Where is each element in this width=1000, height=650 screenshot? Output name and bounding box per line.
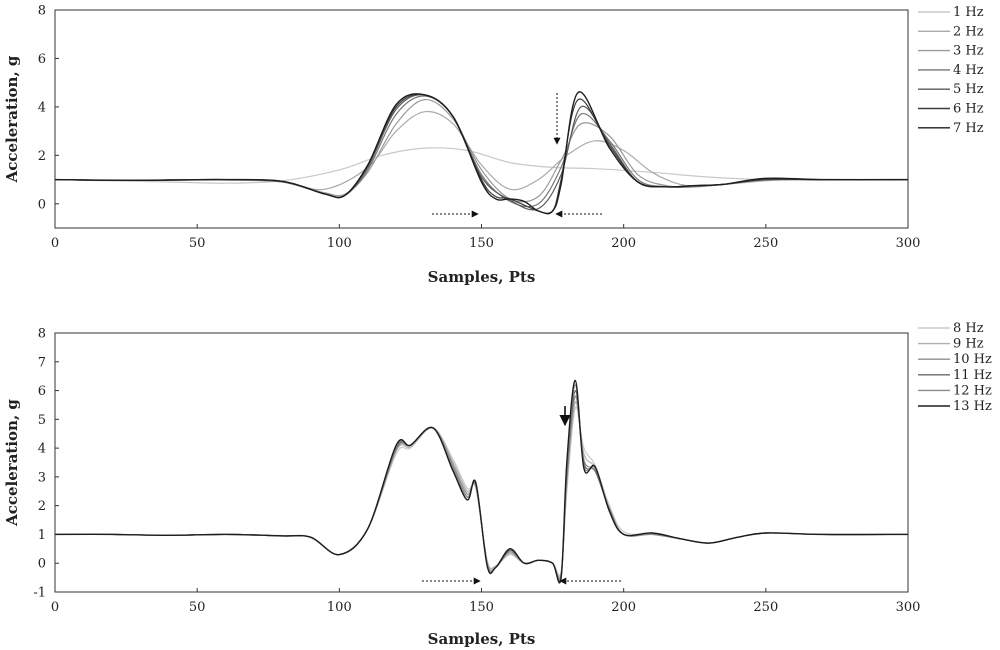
x-tick-label: 250 — [753, 600, 778, 615]
legend-label: 11 Hz — [953, 368, 992, 383]
x-tick-label: 50 — [189, 600, 206, 615]
series-line-9-hz — [55, 401, 908, 579]
series-line-11-hz — [55, 389, 908, 582]
y-axis-label: Acceleration, g — [3, 399, 21, 527]
chart-panel-1: 0 50 100 150 200 250 300 0 2 4 6 8 Samples, Pts Accel… — [3, 4, 984, 287]
legend-label: 8 Hz — [953, 321, 984, 336]
y-axis-label: Acceleration, g — [3, 55, 21, 183]
x-tick-label: 50 — [189, 236, 206, 251]
y-tick-label: 3 — [38, 470, 46, 485]
x-axis-label: Samples, Pts — [428, 268, 536, 286]
x-tick-label: 150 — [469, 600, 494, 615]
legend: 1 Hz 2 Hz 3 Hz 4 Hz 5 Hz 6 Hz 7 Hz — [918, 5, 984, 136]
plot-frame — [54, 9, 909, 229]
legend-label: 10 Hz — [953, 352, 992, 367]
series-line-1-hz — [55, 147, 908, 184]
x-tick-label: 200 — [611, 600, 636, 615]
y-tick-label: 2 — [38, 499, 46, 514]
series-line-5-hz — [55, 93, 908, 211]
legend-label: 12 Hz — [953, 383, 992, 398]
y-tick-label: 0 — [38, 197, 46, 212]
legend-label: 13 Hz — [953, 399, 992, 414]
y-tick-label: 6 — [38, 52, 46, 67]
y-tick-label: 2 — [38, 149, 46, 164]
x-tick-label: 300 — [896, 600, 921, 615]
y-tick-label: 6 — [38, 384, 46, 399]
x-tick-label: 200 — [611, 236, 636, 251]
legend-label: 9 Hz — [953, 337, 984, 352]
series-group — [55, 91, 908, 215]
y-tick-label: 0 — [38, 557, 46, 572]
series-group — [55, 379, 908, 584]
legend-label: 2 Hz — [953, 24, 984, 39]
x-tick-label: 100 — [327, 236, 352, 251]
series-line-7-hz — [55, 91, 908, 215]
y-tick-label: -1 — [33, 586, 46, 601]
series-line-12-hz — [55, 384, 908, 584]
series-line-3-hz — [55, 98, 908, 203]
x-tick-label: 100 — [327, 600, 352, 615]
plot-frame — [54, 332, 909, 593]
legend-label: 5 Hz — [953, 82, 984, 97]
series-line-10-hz — [55, 395, 908, 580]
chart-panel-2: 0 50 100 150 200 250 300 -1 0 1 2 3 4 5 6 7 8 Samples, Pt… — [3, 321, 992, 648]
y-tick-label: 5 — [38, 413, 46, 428]
x-tick-label: 250 — [753, 236, 778, 251]
x-tick-label: 0 — [51, 600, 59, 615]
series-line-13-hz — [55, 379, 908, 584]
legend-label: 7 Hz — [953, 121, 984, 136]
y-tick-label: 1 — [38, 528, 46, 543]
x-tick-label: 300 — [896, 236, 921, 251]
legend-label: 6 Hz — [953, 102, 984, 117]
legend-label: 1 Hz — [953, 5, 984, 20]
y-tick-label: 4 — [38, 100, 46, 115]
y-tick-label: 4 — [38, 442, 46, 457]
y-tick-label: 8 — [38, 4, 46, 19]
y-tick-label: 8 — [38, 327, 46, 342]
x-tick-label: 0 — [51, 236, 59, 251]
legend-label: 4 Hz — [953, 63, 984, 78]
y-tick-label: 7 — [38, 355, 46, 370]
series-line-4-hz — [55, 95, 908, 208]
legend-label: 3 Hz — [953, 44, 984, 59]
series-line-8-hz — [55, 406, 908, 577]
x-axis-label: Samples, Pts — [428, 630, 536, 648]
x-tick-label: 150 — [469, 236, 494, 251]
